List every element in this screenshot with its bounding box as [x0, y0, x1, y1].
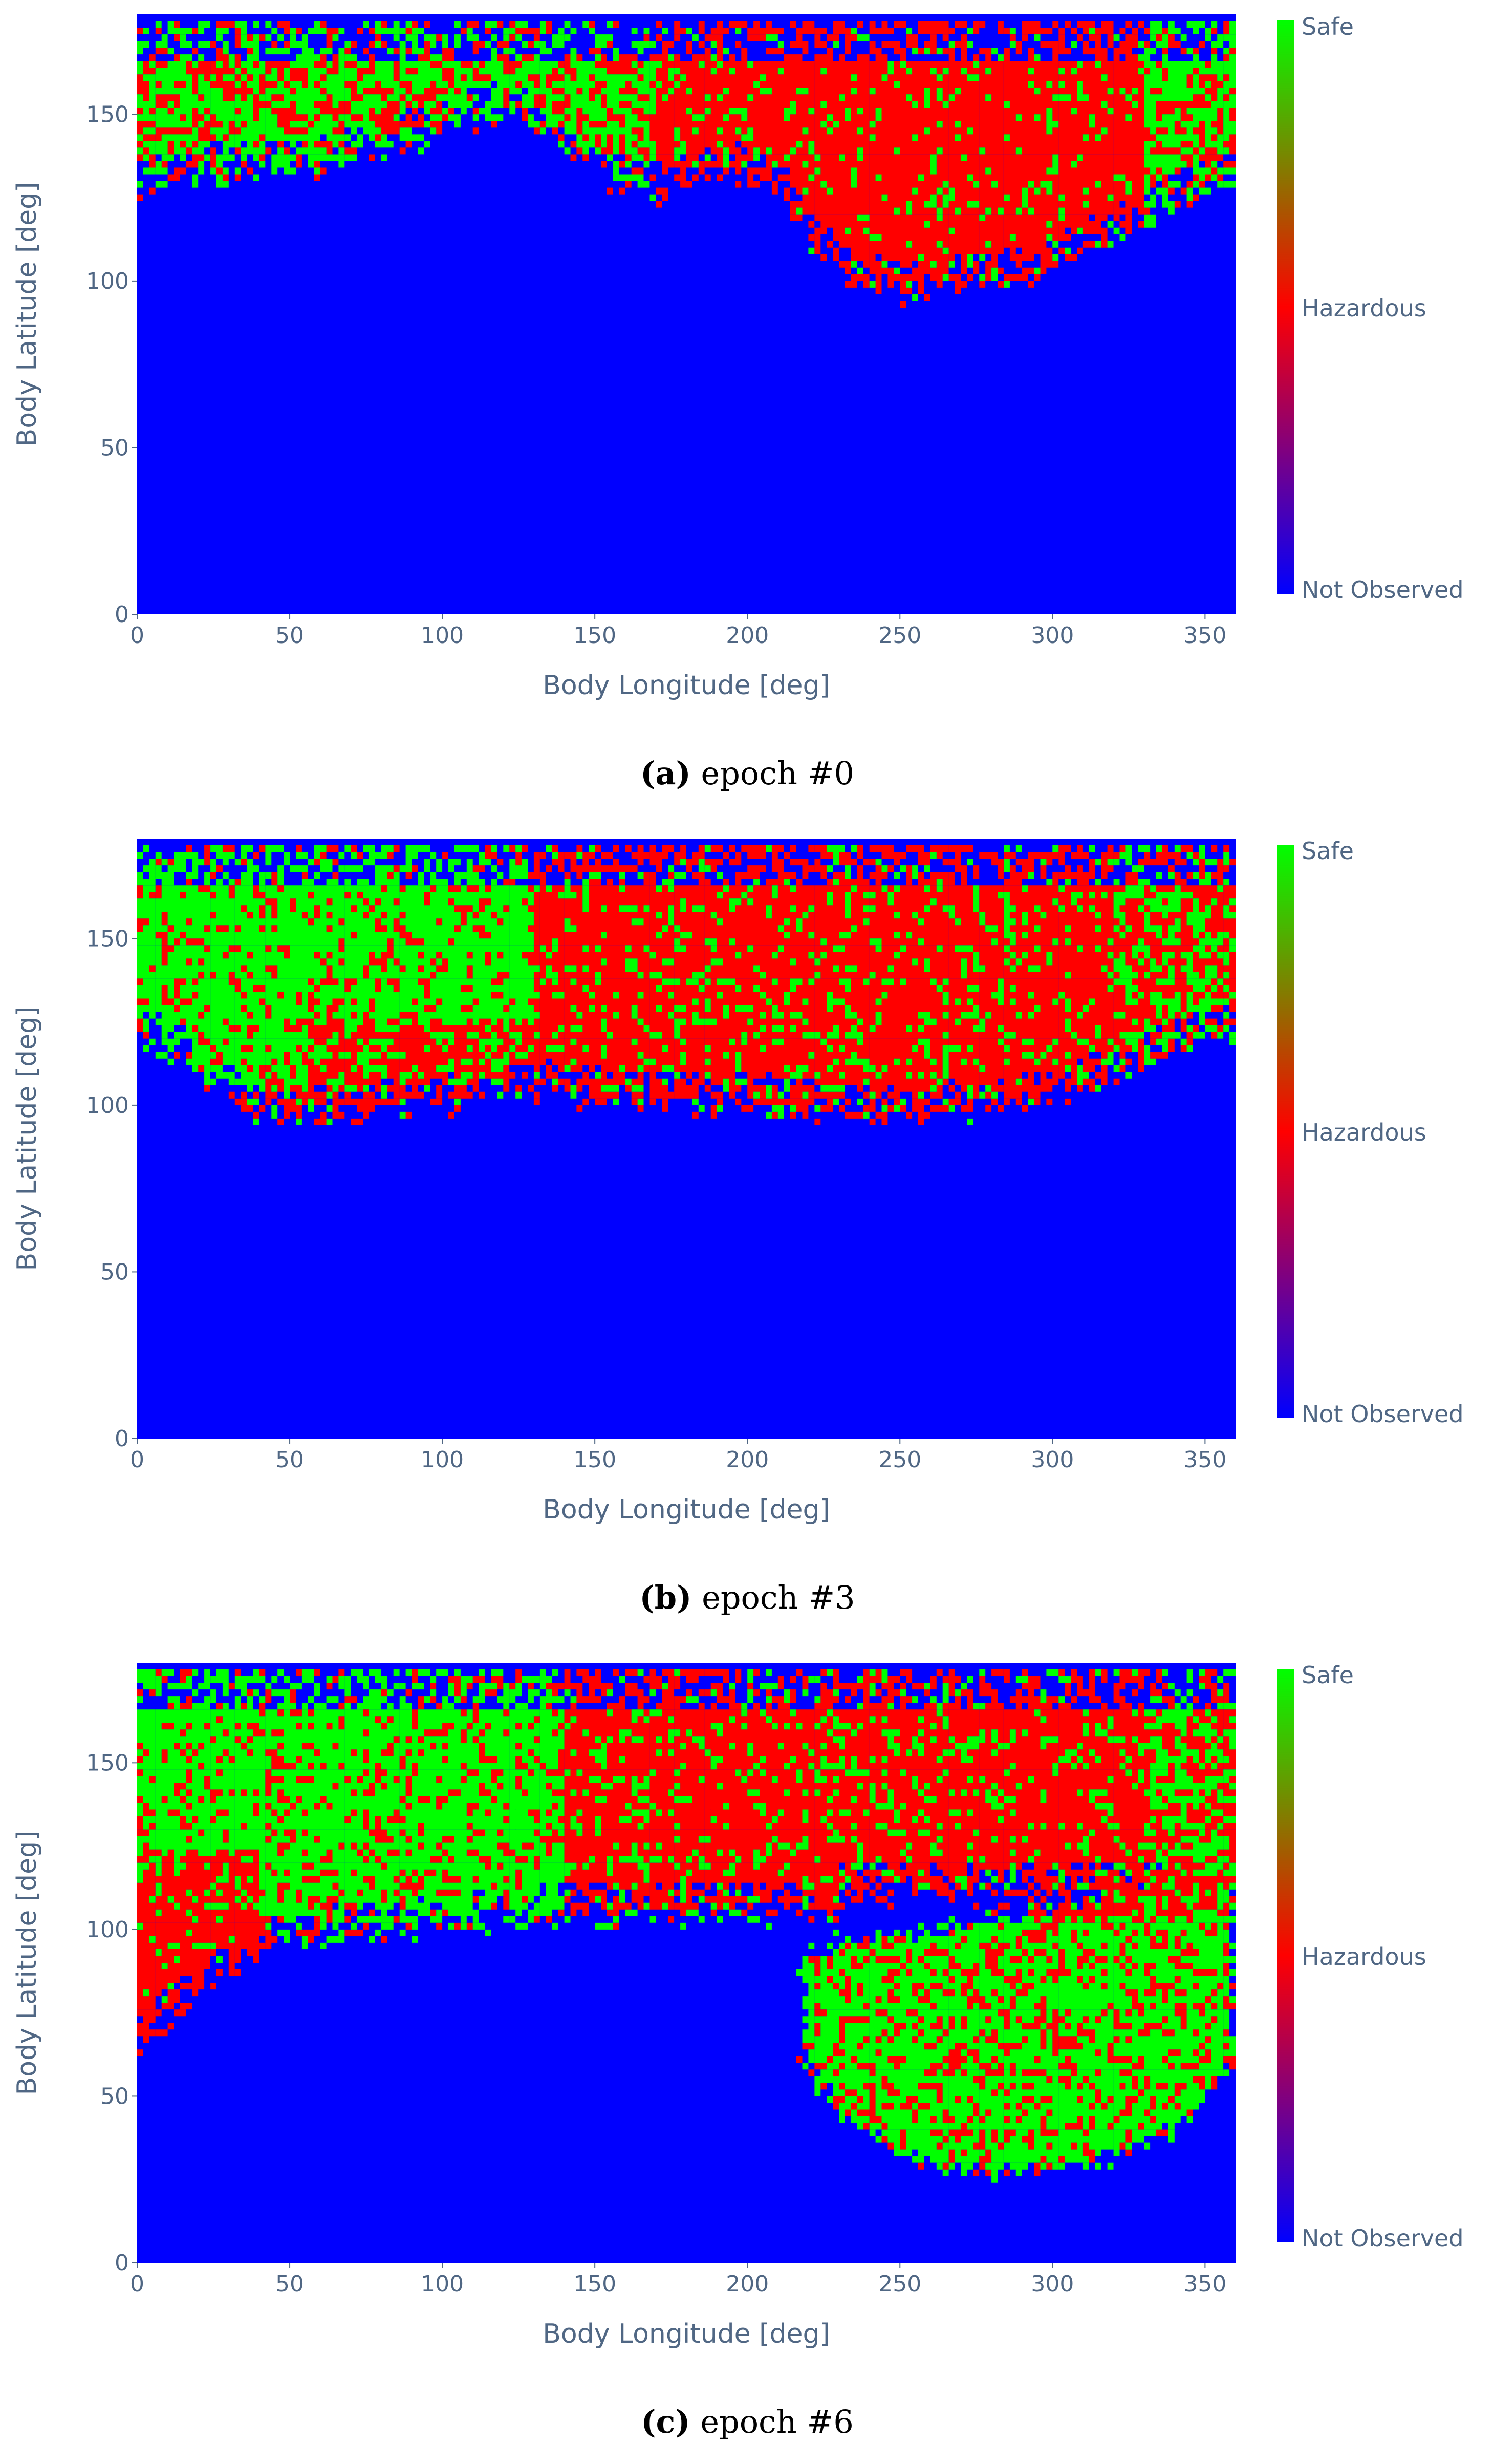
colorbar: [1277, 20, 1294, 594]
y-tick-label: 0: [115, 2250, 129, 2276]
x-axis-ticks: 0 50 100 150 200 250 300 350: [130, 1439, 1226, 1473]
x-tick-label: 0: [130, 623, 144, 649]
panel-caption-label: (a): [640, 755, 691, 792]
colorbar: [1277, 1669, 1294, 2242]
x-tick-label: 250: [878, 623, 921, 649]
y-tick-label: 100: [86, 1917, 129, 1943]
panel-caption: (c) epoch #6: [641, 2403, 854, 2440]
panel-caption-text: epoch #6: [690, 2403, 854, 2440]
x-axis-label: Body Longitude [deg]: [543, 2319, 830, 2349]
panel-caption-label: (c): [641, 2403, 690, 2440]
chart-panel-1: 0 50 100 150 200 250 300 350 0 50 100 150 Body Longi…: [12, 13, 1464, 792]
colorbar-label-not-observed: Not Observed: [1302, 1400, 1464, 1428]
x-tick-label: 200: [726, 623, 769, 649]
colorbar-label-safe: Safe: [1302, 13, 1354, 40]
hazardous-cells: [137, 1669, 1236, 2176]
colorbar-label-hazardous: Hazardous: [1302, 1943, 1426, 1970]
x-axis-label: Body Longitude [deg]: [543, 670, 830, 701]
x-tick-label: 0: [130, 1447, 144, 1473]
panel-caption: (b) epoch #3: [639, 1579, 855, 1616]
x-tick-label: 300: [1031, 623, 1074, 649]
y-tick-label: 150: [86, 1750, 129, 1776]
y-axis-ticks: 0 50 100 150: [86, 1750, 137, 2276]
x-tick-label: 100: [421, 623, 464, 649]
safe-cells: [137, 845, 1236, 1125]
y-tick-label: 50: [100, 1259, 129, 1285]
y-tick-label: 150: [86, 101, 129, 127]
x-axis-ticks: 0 50 100 150 200 250 300 350: [130, 2263, 1226, 2297]
panel-caption-text: epoch #3: [691, 1579, 855, 1616]
y-axis-label: Body Latitude [deg]: [12, 1831, 42, 2095]
heatmap-cells: [137, 1669, 1236, 2183]
x-tick-label: 50: [275, 1447, 304, 1473]
x-axis-ticks: 0 50 100 150 200 250 300 350: [130, 614, 1226, 649]
colorbar-label-hazardous: Hazardous: [1302, 1119, 1426, 1146]
x-tick-label: 350: [1183, 1447, 1226, 1473]
y-axis-ticks: 0 50 100 150: [86, 926, 137, 1452]
y-tick-label: 0: [115, 602, 129, 628]
x-tick-label: 150: [573, 623, 616, 649]
x-tick-label: 50: [275, 623, 304, 649]
panel-caption-text: epoch #0: [691, 755, 854, 792]
safe-cells: [137, 21, 1236, 301]
x-tick-label: 350: [1183, 2271, 1226, 2297]
panel-caption-label: (b): [639, 1579, 691, 1616]
colorbar-label-not-observed: Not Observed: [1302, 576, 1464, 604]
x-tick-label: 0: [130, 2271, 144, 2297]
chart-panel-3: 0 50 100 150 200 250 300 350 0 50 100 150 Body Longi…: [12, 1661, 1464, 2440]
y-tick-label: 100: [86, 268, 129, 294]
panel-caption: (a) epoch #0: [640, 755, 854, 792]
y-tick-label: 150: [86, 926, 129, 952]
y-axis-label: Body Latitude [deg]: [12, 182, 42, 447]
y-axis-ticks: 0 50 100 150: [86, 101, 137, 628]
colorbar: [1277, 845, 1294, 1418]
x-tick-label: 350: [1183, 623, 1226, 649]
x-tick-label: 150: [573, 1447, 616, 1473]
x-tick-label: 250: [878, 1447, 921, 1473]
x-tick-label: 250: [878, 2271, 921, 2297]
y-tick-label: 50: [100, 2083, 129, 2109]
colorbar-label-hazardous: Hazardous: [1302, 294, 1426, 322]
x-tick-label: 100: [421, 2271, 464, 2297]
y-tick-label: 0: [115, 1426, 129, 1452]
x-tick-label: 200: [726, 1447, 769, 1473]
x-tick-label: 300: [1031, 1447, 1074, 1473]
chart-panel-2: 0 50 100 150 200 250 300 350 0 50 100 150 Body Longi…: [12, 837, 1464, 1616]
colorbar-label-safe: Safe: [1302, 1661, 1354, 1689]
x-axis-label: Body Longitude [deg]: [543, 1494, 830, 1525]
safe-cells: [137, 1669, 1236, 2183]
x-tick-label: 100: [421, 1447, 464, 1473]
heatmap-cells: [137, 21, 1236, 308]
y-axis-label: Body Latitude [deg]: [12, 1006, 42, 1271]
x-tick-label: 50: [275, 2271, 304, 2297]
colorbar-label-not-observed: Not Observed: [1302, 2224, 1464, 2252]
x-tick-label: 150: [573, 2271, 616, 2297]
y-tick-label: 50: [100, 435, 129, 461]
colorbar-label-safe: Safe: [1302, 837, 1354, 865]
x-tick-label: 200: [726, 2271, 769, 2297]
x-tick-label: 300: [1031, 2271, 1074, 2297]
heatmap-cells: [137, 845, 1236, 1125]
y-tick-label: 100: [86, 1092, 129, 1119]
